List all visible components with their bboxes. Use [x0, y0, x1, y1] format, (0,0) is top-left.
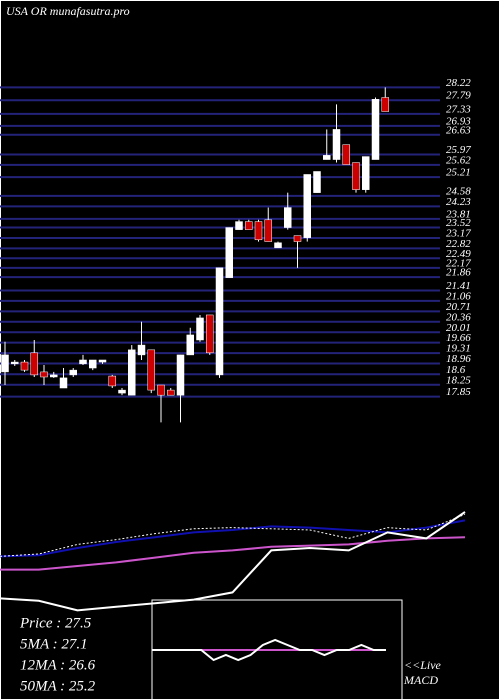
candle-body: [235, 221, 243, 230]
y-tick-label: 18.96: [446, 353, 471, 365]
indicator-line: [0, 511, 466, 612]
candle-body: [59, 377, 68, 389]
candle-body: [196, 317, 204, 341]
y-tick-label: 19.31: [446, 343, 471, 355]
candle-body: [167, 389, 175, 396]
macd-box: [151, 599, 403, 700]
candle-body: [79, 359, 87, 365]
indicator-line: [152, 638, 386, 662]
candle-body: [254, 221, 263, 241]
candle-body: [225, 227, 233, 278]
y-tick-label: 27.33: [446, 103, 471, 115]
y-tick-label: 21.86: [446, 267, 471, 279]
candle-body: [342, 144, 350, 165]
legend-text: Price : 27.5: [19, 615, 92, 631]
candle-body: [176, 354, 185, 396]
y-tick-label: 21.41: [446, 280, 471, 292]
candle-body: [215, 267, 224, 376]
y-tick-label: 22.17: [446, 257, 471, 269]
y-tick-label: 18.6: [446, 364, 466, 376]
candle-body: [40, 371, 48, 378]
y-tick-label: 28.22: [446, 77, 471, 89]
indicator-line: [0, 536, 466, 571]
y-tick-label: 21.06: [446, 290, 471, 302]
candle-body: [303, 174, 311, 238]
y-tick-label: 18.25: [446, 374, 471, 386]
candle-body: [284, 207, 292, 228]
legend-text: 12MA : 26.6: [20, 657, 96, 673]
y-tick-label: 23.52: [446, 217, 471, 229]
candle-body: [323, 155, 331, 160]
candle-body: [128, 349, 136, 396]
y-tick-label: 26.93: [446, 115, 471, 127]
legend-text: 50MA : 25.2: [20, 678, 96, 694]
candle-body: [50, 374, 58, 378]
candle-body: [147, 349, 155, 391]
candle-body: [352, 162, 360, 190]
macd-label: <<Live: [404, 658, 442, 672]
y-tick-label: 20.01: [446, 322, 471, 334]
legend-text: 5MA : 27.1: [20, 636, 88, 652]
candle-body: [371, 99, 380, 160]
candle-body: [293, 235, 302, 242]
candle-body: [313, 171, 321, 193]
y-tick-label: 25.21: [446, 167, 471, 179]
candle-body: [264, 219, 272, 242]
indicator-line: [0, 513, 466, 557]
y-tick-label: 26.63: [446, 124, 471, 136]
candle-body: [362, 156, 370, 190]
candle-body: [186, 334, 194, 356]
candle-body: [118, 389, 126, 394]
y-tick-label: 23.17: [446, 228, 471, 240]
candle-body: [332, 129, 341, 160]
candle-body: [69, 369, 77, 376]
candle-body: [381, 97, 389, 112]
y-tick-label: 23.81: [446, 208, 471, 220]
chart-title: USA OR munafasutra.pro: [6, 4, 130, 18]
candle-body: [274, 242, 282, 249]
y-tick-label: 25.62: [446, 154, 471, 166]
candle-body: [89, 359, 97, 369]
y-tick-label: 20.71: [446, 301, 471, 313]
candle-body: [157, 384, 165, 396]
macd-label: MACD: [403, 673, 438, 687]
candle-body: [30, 352, 38, 376]
y-tick-label: 24.23: [446, 196, 471, 208]
y-tick-label: 20.36: [446, 311, 471, 323]
candle-body: [98, 359, 107, 363]
y-tick-label: 22.49: [446, 248, 471, 260]
candle-body: [11, 361, 19, 365]
y-tick-label: 22.82: [446, 238, 471, 250]
y-tick-label: 17.85: [446, 386, 471, 398]
y-tick-label: 25.97: [446, 144, 471, 156]
y-tick-label: 19.66: [446, 332, 471, 344]
candle-body: [108, 375, 116, 387]
candle-body: [245, 221, 253, 230]
candle-body: [206, 314, 214, 354]
candle-body: [20, 361, 29, 371]
y-tick-label: 24.58: [446, 185, 471, 197]
candle-body: [1, 354, 9, 373]
y-tick-label: 27.79: [446, 90, 471, 102]
candle-body: [137, 344, 146, 356]
